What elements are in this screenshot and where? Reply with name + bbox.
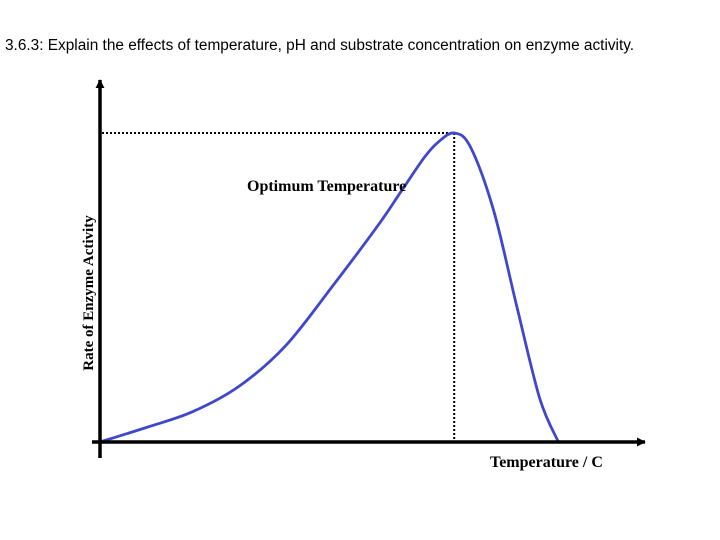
x-axis-label: Temperature / C [490,454,603,471]
y-axis-label: Rate of Enzyme Activity [81,215,97,371]
slide-heading: 3.6.3: Explain the effects of temperatur… [5,37,635,54]
enzyme-activity-curve-0 [99,131,560,444]
optimum-temperature-label: Optimum Temperature [247,178,406,195]
